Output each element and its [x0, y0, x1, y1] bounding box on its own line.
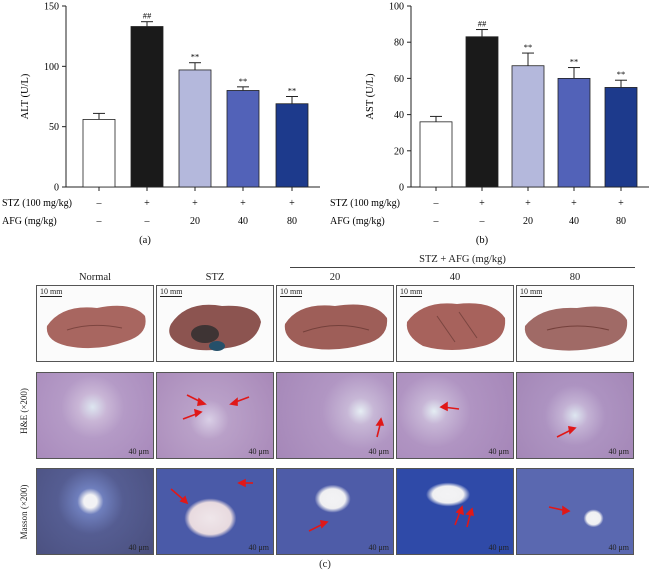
bar: [226, 90, 260, 188]
y-tick-label: 50: [49, 122, 59, 133]
scale-bar: 40 μm: [368, 447, 389, 456]
scale-bar: 40 μm: [248, 543, 269, 552]
y-axis-label: ALT (U/L): [20, 73, 31, 119]
y-tick-label: 80: [394, 38, 404, 49]
row-value: +: [240, 198, 246, 209]
panel-label: (b): [476, 235, 489, 246]
column-label-80: 80: [569, 272, 581, 283]
column-label-normal: Normal: [78, 272, 112, 283]
scale-bar: 40 μm: [488, 447, 509, 456]
y-tick-label: 0: [399, 183, 404, 194]
bar: [130, 26, 164, 188]
row-value: 80: [287, 216, 297, 227]
row-value: +: [618, 198, 624, 209]
scale-bar: 40 μm: [488, 543, 509, 552]
row-value: –: [433, 198, 440, 209]
y-tick-label: 40: [394, 110, 404, 121]
scale-bar: 40 μm: [368, 543, 389, 552]
masson-80: 40 μm: [516, 468, 634, 555]
bar: [465, 36, 499, 188]
scale-bar: 10 mm: [40, 287, 63, 297]
bar: [557, 78, 591, 188]
liver-photo-80: 10 mm: [516, 285, 634, 362]
masson-40: 40 μm: [396, 468, 514, 555]
scale-bar: 40 μm: [608, 447, 629, 456]
he-stz: 40 μm: [156, 372, 274, 459]
row-value: +: [525, 198, 531, 209]
significance-mark: **: [524, 42, 533, 52]
y-tick-label: 0: [54, 183, 59, 194]
row-value: 80: [616, 216, 626, 227]
y-tick-label: 100: [44, 62, 59, 73]
row-value: –: [96, 198, 103, 209]
row-value: +: [192, 198, 198, 209]
group-header: STZ + AFG (mg/kg): [419, 254, 506, 265]
row-label-masson: Masson (×200): [19, 484, 29, 540]
y-axis-label: AST (U/L): [365, 73, 376, 120]
he-80: 40 μm: [516, 372, 634, 459]
he-20: 40 μm: [276, 372, 394, 459]
row-label-he: H&E (×200): [19, 388, 29, 434]
liver-photo-40: 10 mm: [396, 285, 514, 362]
significance-mark: **: [239, 76, 248, 86]
y-tick-label: 150: [44, 2, 59, 13]
masson-stz: 40 μm: [156, 468, 274, 555]
bar: [178, 69, 212, 188]
charts-area: 0 50 100 150 ALT (U/L) ## ** ** ** STZ (100 mg/kg…: [2, 2, 649, 246]
row-value: –: [144, 216, 151, 227]
panel-label: (a): [139, 235, 151, 246]
row-value: –: [96, 216, 103, 227]
scale-bar: 40 μm: [128, 447, 149, 456]
significance-mark: ##: [478, 19, 487, 29]
liver-photo-stz: 10 mm: [156, 285, 274, 362]
liver-photo-normal: 10 mm: [36, 285, 154, 362]
bar: [419, 121, 453, 188]
scale-bar: 40 μm: [128, 543, 149, 552]
he-40: 40 μm: [396, 372, 514, 459]
masson-normal: 40 μm: [36, 468, 154, 555]
row-value: 40: [238, 216, 248, 227]
scale-bar: 10 mm: [280, 287, 303, 297]
scale-bar: 40 μm: [608, 543, 629, 552]
bar: [275, 103, 309, 188]
liver-photo-20: 10 mm: [276, 285, 394, 362]
significance-mark: **: [617, 69, 626, 79]
row-label: AFG (mg/kg): [2, 216, 57, 227]
y-tick-label: 60: [394, 74, 404, 85]
row-value: 40: [569, 216, 579, 227]
group-header-rule: [290, 267, 635, 268]
scale-bar: 10 mm: [400, 287, 423, 297]
row-value: +: [144, 198, 150, 209]
significance-mark: **: [191, 52, 200, 62]
y-tick-label: 100: [389, 2, 404, 13]
row-value: –: [433, 216, 440, 227]
row-value: +: [479, 198, 485, 209]
column-label-20: 20: [329, 272, 341, 283]
row-value: +: [571, 198, 577, 209]
scale-bar: 10 mm: [160, 287, 183, 297]
bar: [82, 119, 116, 188]
scale-bar: 40 μm: [248, 447, 269, 456]
masson-20: 40 μm: [276, 468, 394, 555]
row-label: STZ (100 mg/kg): [330, 198, 400, 209]
significance-mark: ##: [143, 11, 152, 21]
bar: [511, 65, 545, 188]
row-value: –: [479, 216, 486, 227]
column-label-stz: STZ: [205, 272, 225, 283]
significance-mark: **: [288, 86, 297, 96]
bar: [604, 87, 638, 188]
row-label: AFG (mg/kg): [330, 216, 385, 227]
he-normal: 40 μm: [36, 372, 154, 459]
row-value: 20: [190, 216, 200, 227]
scale-bar: 10 mm: [520, 287, 543, 297]
panel-label-c: (c): [319, 559, 331, 570]
column-label-40: 40: [449, 272, 461, 283]
row-label: STZ (100 mg/kg): [2, 198, 72, 209]
y-tick-label: 20: [394, 146, 404, 157]
significance-mark: **: [570, 57, 579, 67]
row-value: 20: [523, 216, 533, 227]
row-value: +: [289, 198, 295, 209]
